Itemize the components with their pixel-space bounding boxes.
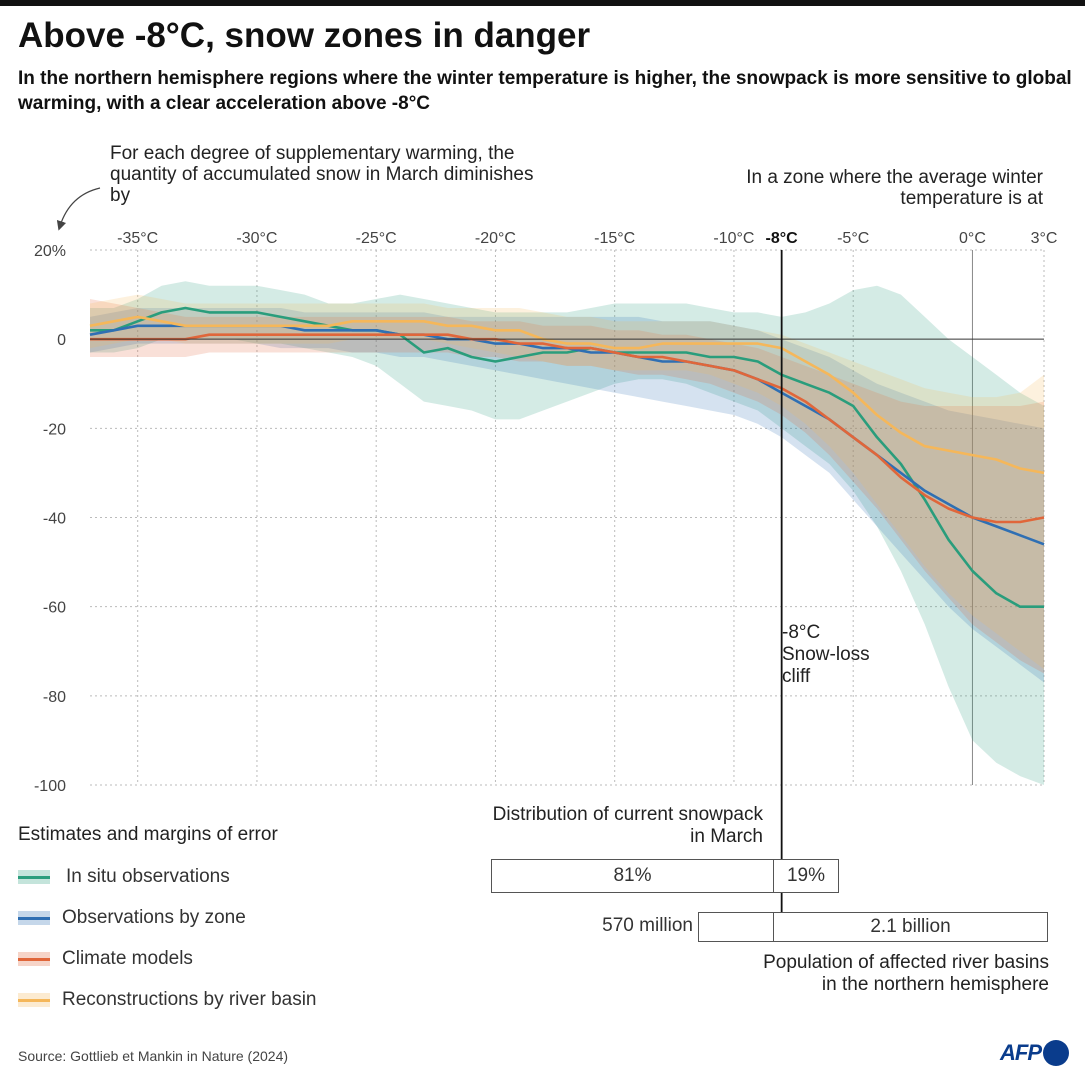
legend-label: Climate models: [62, 948, 193, 969]
afp-logo-text: AFP: [1000, 1040, 1042, 1065]
x-tick-label: -5°C: [837, 230, 869, 247]
legend-item-by-zone: Observations by zone: [18, 903, 246, 933]
legend-swatch: [18, 952, 50, 966]
x-tick-label: -25°C: [356, 230, 397, 247]
legend-swatch: [18, 911, 50, 925]
afp-logo: AFP: [1000, 1040, 1069, 1066]
x-tick-label: -8°C: [766, 230, 799, 247]
x-tick-label: -35°C: [117, 230, 158, 247]
top-rule: [0, 0, 1085, 6]
x-tick-label: -10°C: [713, 230, 754, 247]
x-tick-label: 3°C: [1031, 230, 1058, 247]
cliff-label: -8°C Snow-loss cliff: [782, 622, 870, 688]
series-line: [90, 306, 1044, 609]
x-tick-label: -30°C: [236, 230, 277, 247]
legend-label: Reconstructions by river basin: [62, 989, 317, 1010]
y-tick-label: -40: [43, 511, 66, 528]
x-axis-note: In a zone where the average winter tempe…: [746, 167, 1043, 209]
cliff-label-line: Snow-loss: [782, 644, 870, 665]
population-label: Population of affected river basins in t…: [629, 952, 1049, 996]
cliff-label-line: -8°C: [782, 622, 821, 643]
y-axis-note: For each degree of supplementary warming…: [110, 143, 534, 206]
x-tick-label: -20°C: [475, 230, 516, 247]
legend-title: Estimates and margins of error: [18, 824, 278, 845]
legend-label: In situ observations: [66, 866, 230, 887]
page-title: Above -8°C, snow zones in danger: [18, 16, 591, 55]
error-band: [90, 299, 1044, 674]
distribution-right-box: 19%: [773, 859, 839, 893]
error-band: [90, 294, 1044, 670]
distribution-label: Distribution of current snowpack in Marc…: [403, 804, 763, 848]
legend-swatch: [18, 993, 50, 1007]
source-note: Source: Gottlieb et Mankin in Nature (20…: [18, 1048, 289, 1064]
legend-item-in-situ: In situ observations: [18, 862, 230, 892]
distribution-label-line: in March: [690, 826, 763, 847]
x-tick-label: -15°C: [594, 230, 635, 247]
y-tick-label: -80: [43, 689, 66, 706]
population-left-value: 570 million: [602, 915, 693, 936]
legend-swatch: [18, 870, 50, 884]
y-tick-label: -100: [34, 778, 66, 795]
distribution-label-line: Distribution of current snowpack: [492, 804, 763, 825]
page-subtitle: In the northern hemisphere regions where…: [18, 68, 1072, 114]
population-label-line: in the northern hemisphere: [821, 974, 1049, 995]
series-line: [90, 333, 1045, 524]
legend-item-climate-models: Climate models: [18, 944, 193, 974]
afp-logo-dot: [1043, 1040, 1069, 1066]
legend-item-river-basin: Reconstructions by river basin: [18, 985, 317, 1015]
legend-label: Observations by zone: [62, 907, 246, 928]
x-tick-label: 0°C: [959, 230, 986, 247]
population-label-line: Population of affected river basins: [763, 952, 1049, 973]
population-left-box: [698, 912, 774, 942]
y-tick-label: -60: [43, 600, 66, 617]
population-right-box: 2.1 billion: [773, 912, 1048, 942]
cliff-label-line: cliff: [782, 666, 811, 687]
y-tick-label: 0: [57, 332, 66, 349]
y-tick-label: 20%: [34, 243, 66, 260]
distribution-left-box: 81%: [491, 859, 774, 893]
series-line: [89, 315, 1045, 475]
note-arrow: [56, 187, 101, 231]
y-tick-label: -20: [43, 421, 66, 438]
